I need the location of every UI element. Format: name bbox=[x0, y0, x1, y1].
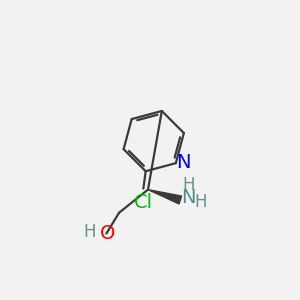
Text: H: H bbox=[195, 193, 207, 211]
Text: N: N bbox=[181, 188, 196, 207]
Polygon shape bbox=[148, 190, 182, 204]
Text: N: N bbox=[176, 152, 190, 172]
Text: H: H bbox=[83, 223, 96, 241]
Text: H: H bbox=[183, 176, 195, 194]
Text: Cl: Cl bbox=[134, 193, 153, 212]
Text: O: O bbox=[100, 224, 115, 243]
